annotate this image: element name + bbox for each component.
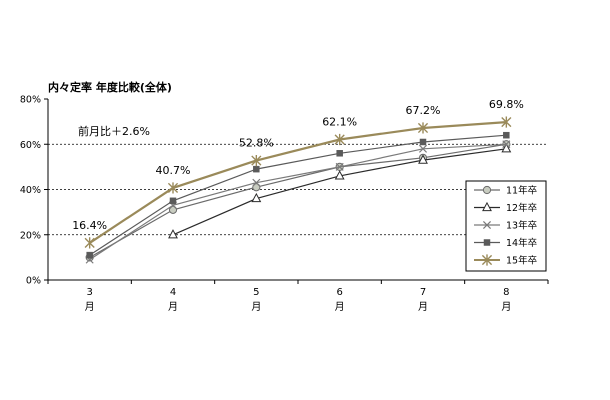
data-label: 16.4% xyxy=(72,219,107,232)
series-2 xyxy=(168,143,512,239)
y-tick-label: 80% xyxy=(20,95,41,106)
data-point xyxy=(336,150,343,157)
x-tick-label: 3 xyxy=(86,287,92,298)
data-point xyxy=(501,143,512,153)
data-point xyxy=(334,170,345,180)
y-tick-label: 20% xyxy=(20,230,41,241)
data-point xyxy=(168,229,178,239)
x-tick-label: 月 xyxy=(501,301,511,313)
x-axis-ticks: 3 月 4 月 5 月 6 月 7 月 8 月 xyxy=(47,280,549,313)
data-point xyxy=(251,154,262,167)
data-point xyxy=(501,116,512,128)
legend-label: 15年卒 xyxy=(506,255,537,267)
data-point xyxy=(84,237,95,249)
data-labels: 16.4% 40.7% 52.8% 62.1% 67.2% 69.8% xyxy=(72,98,524,232)
x-tick-label: 月 xyxy=(418,301,428,313)
data-point xyxy=(86,251,93,259)
data-point xyxy=(252,178,261,187)
x-tick-label: 8 xyxy=(503,287,509,298)
legend-item: 13年卒 xyxy=(474,220,537,232)
legend-item: 11年卒 xyxy=(474,185,537,197)
legend-label: 11年卒 xyxy=(506,185,537,197)
gridlines xyxy=(48,143,548,236)
legend: 11年卒 12年卒 13年卒 14年卒 15年卒 xyxy=(465,180,547,272)
legend-marker xyxy=(481,254,493,266)
data-point xyxy=(168,205,178,214)
data-point xyxy=(251,192,262,203)
data-point xyxy=(418,154,428,164)
data-label: 40.7% xyxy=(156,164,191,177)
x-tick-label: 月 xyxy=(168,301,178,313)
legend-marker xyxy=(482,201,492,212)
data-point xyxy=(335,162,344,171)
series-3 xyxy=(85,140,511,264)
data-label: 69.8% xyxy=(489,98,524,111)
series-1 xyxy=(85,140,511,262)
legend-item: 12年卒 xyxy=(474,201,537,214)
x-tick-label: 5 xyxy=(253,287,259,298)
series-lines xyxy=(84,116,512,264)
data-point xyxy=(334,133,345,146)
data-point xyxy=(167,182,179,194)
data-point xyxy=(419,138,427,146)
legend-marker xyxy=(483,239,491,246)
data-point xyxy=(417,122,429,134)
data-label: 67.2% xyxy=(406,104,441,117)
data-point xyxy=(253,165,260,173)
data-point xyxy=(169,197,177,205)
annotation-month-change: 前月比＋2.6% xyxy=(78,124,150,138)
legend-item: 15年卒 xyxy=(474,254,537,267)
data-label: 52.8% xyxy=(239,137,274,150)
y-tick-label: 40% xyxy=(20,185,41,196)
series-4 xyxy=(86,131,510,259)
data-point xyxy=(502,140,511,149)
legend-label: 12年卒 xyxy=(506,202,537,214)
series-line xyxy=(89,143,507,261)
data-label: 62.1% xyxy=(322,115,357,128)
legend-label: 13年卒 xyxy=(506,220,537,232)
x-tick-label: 月 xyxy=(251,301,261,313)
series-5 xyxy=(84,116,512,249)
x-tick-label: 6 xyxy=(336,287,342,298)
data-point xyxy=(418,144,428,153)
legend-marker xyxy=(482,185,492,195)
legend-marker xyxy=(482,220,492,230)
data-point xyxy=(252,183,261,192)
x-tick-label: 7 xyxy=(420,287,426,298)
y-tick-label: 60% xyxy=(20,140,41,151)
y-axis-ticks: 0% 20% 40% 60% 80% xyxy=(20,95,48,287)
x-tick-label: 月 xyxy=(85,301,95,313)
x-tick-label: 4 xyxy=(170,287,176,298)
data-point xyxy=(503,131,510,139)
legend-label: 14年卒 xyxy=(506,237,537,249)
y-tick-label: 0% xyxy=(26,276,41,287)
x-tick-label: 月 xyxy=(335,301,345,313)
series-line xyxy=(89,121,507,244)
legend-box xyxy=(465,180,547,272)
legend-item: 14年卒 xyxy=(474,237,537,249)
series-line xyxy=(89,134,507,256)
series-line xyxy=(89,143,507,258)
chart-title: 内々定率 年度比較(全体) xyxy=(48,80,172,94)
